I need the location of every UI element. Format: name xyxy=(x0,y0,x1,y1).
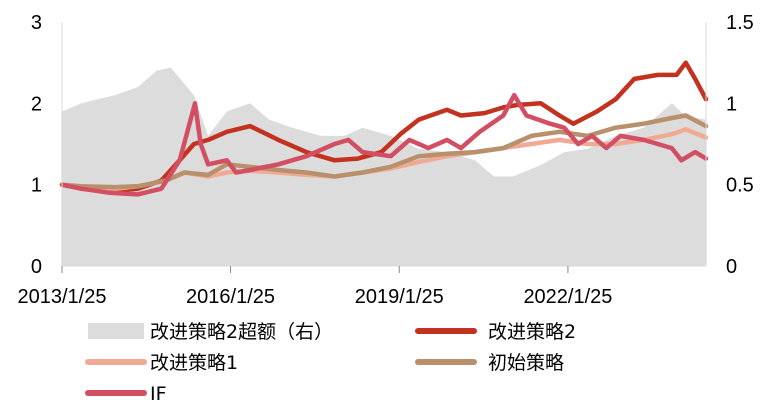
series-4-line xyxy=(59,92,709,197)
plot-area xyxy=(59,60,709,266)
right-tick-label: 1.5 xyxy=(726,12,754,34)
left-axis-ticks: 0 1 2 3 xyxy=(31,12,42,278)
x-axis-ticks: 2013/1/25 2016/1/25 2019/1/25 2022/1/25 xyxy=(18,266,612,308)
line-layer xyxy=(59,60,709,197)
series-1-line xyxy=(59,60,709,194)
right-tick-label: 0.5 xyxy=(726,175,754,197)
right-tick-label: 1 xyxy=(726,93,737,115)
axes: 0 1 2 3 0 0.5 1 1.5 2013/1/25 2016/1/25 2019/1/2… xyxy=(18,12,754,308)
left-tick-label: 0 xyxy=(31,256,42,278)
legend-swatch xyxy=(88,323,144,339)
left-tick-label: 3 xyxy=(31,12,42,34)
legend-label: 改进策略1 xyxy=(150,352,238,374)
legend-label: IF xyxy=(150,383,167,405)
left-tick-label: 2 xyxy=(31,93,42,115)
x-tick-label: 2022/1/25 xyxy=(523,286,612,308)
legend: 改进策略2超额（右） 改进策略2 改进策略1 初始策略 IF xyxy=(85,321,576,405)
x-tick-label: 2013/1/25 xyxy=(18,286,107,308)
legend-label: 改进策略2超额（右） xyxy=(150,321,333,343)
legend-label: 初始策略 xyxy=(488,352,564,374)
right-tick-label: 0 xyxy=(726,256,737,278)
legend-label: 改进策略2 xyxy=(488,321,576,343)
x-tick-label: 2016/1/25 xyxy=(186,286,275,308)
right-axis-ticks: 0 0.5 1 1.5 xyxy=(726,12,754,278)
x-tick-label: 2019/1/25 xyxy=(355,286,444,308)
left-tick-label: 1 xyxy=(31,175,42,197)
